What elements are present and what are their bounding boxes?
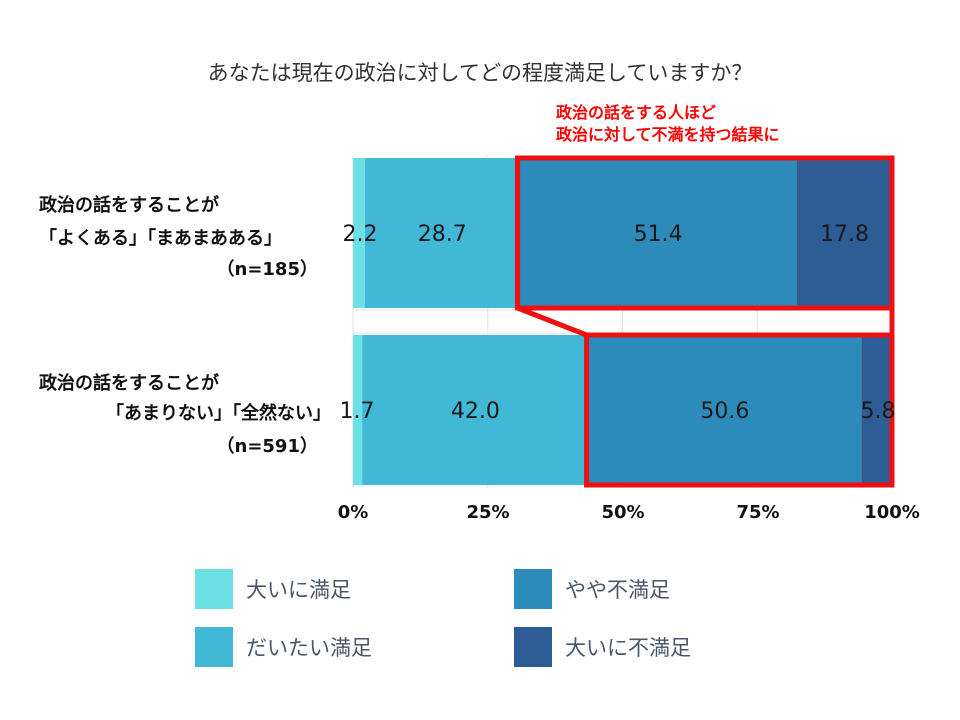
x-tick-label-3: 75% — [736, 502, 779, 523]
bar-segment-1-1 — [362, 335, 589, 485]
x-tick-label-2: 50% — [601, 502, 644, 523]
category-label-1-2: 「あまりない」「全然ない」 — [106, 402, 331, 424]
highlight-connector-left — [516, 305, 588, 338]
legend-label-1: だいたい満足 — [246, 636, 372, 660]
bar-segment-0-1 — [364, 158, 520, 308]
bar-segment-0-3 — [796, 158, 892, 308]
category-label-0-1: 政治の話をすることが — [39, 194, 219, 216]
x-tick-label-4: 100% — [864, 502, 920, 523]
bar-segment-0-0 — [353, 158, 365, 308]
data-label-0-0: 2.2 — [343, 222, 378, 247]
legend-label-0: 大いに満足 — [246, 578, 351, 602]
bar-segment-0-2 — [519, 158, 797, 308]
bar-segment-1-3 — [861, 335, 892, 485]
category-label-1-3: （n=591） — [217, 436, 318, 457]
data-label-1-0: 1.7 — [340, 399, 375, 424]
data-label-0-1: 28.7 — [418, 222, 467, 247]
data-label-0-3: 17.8 — [820, 222, 869, 247]
x-tick-label-1: 25% — [466, 502, 509, 523]
highlight-layer — [515, 155, 895, 488]
bar-segment-1-0 — [353, 335, 363, 485]
chart-title: あなたは現在の政治に対してどの程度満足していますか？ — [208, 61, 753, 85]
category-label-0-3: （n=185） — [217, 259, 318, 280]
tick-layer: 0% 25% 50% 75% 100% — [338, 502, 920, 523]
legend-swatch-2 — [514, 569, 552, 609]
legend-swatch-3 — [514, 627, 552, 667]
highlight-frame-1 — [515, 155, 895, 311]
category-layer: 政治の話をすることが「よくある」「まあまあある」（n=185）政治の話をすること… — [39, 194, 331, 457]
category-label-1-1: 政治の話をすることが — [39, 372, 219, 394]
data-label-1-2: 50.6 — [700, 399, 749, 424]
bar-layer — [353, 158, 892, 485]
legend-label-3: 大いに不満足 — [565, 636, 691, 660]
annotation-line-2: 政治に対して不満を持つ結果に — [556, 125, 780, 144]
data-label-1-3: 5.8 — [861, 399, 896, 424]
label-layer: 2.2 28.7 51.4 17.8 1.7 42.0 50.6 5.8 — [340, 222, 896, 424]
data-label-0-2: 51.4 — [634, 222, 683, 247]
highlight-frame-2 — [584, 332, 895, 488]
category-label-0-2: 「よくある」「まあまあある」 — [39, 227, 282, 249]
legend-label-2: やや不満足 — [565, 578, 670, 602]
legend-swatch-1 — [195, 627, 233, 667]
annotation-line-1: 政治の話をする人ほど — [556, 103, 716, 122]
bar-segment-1-2 — [588, 335, 862, 485]
legend-swatch-0 — [195, 569, 233, 609]
x-tick-label-0: 0% — [338, 502, 369, 523]
data-label-1-1: 42.0 — [451, 399, 500, 424]
